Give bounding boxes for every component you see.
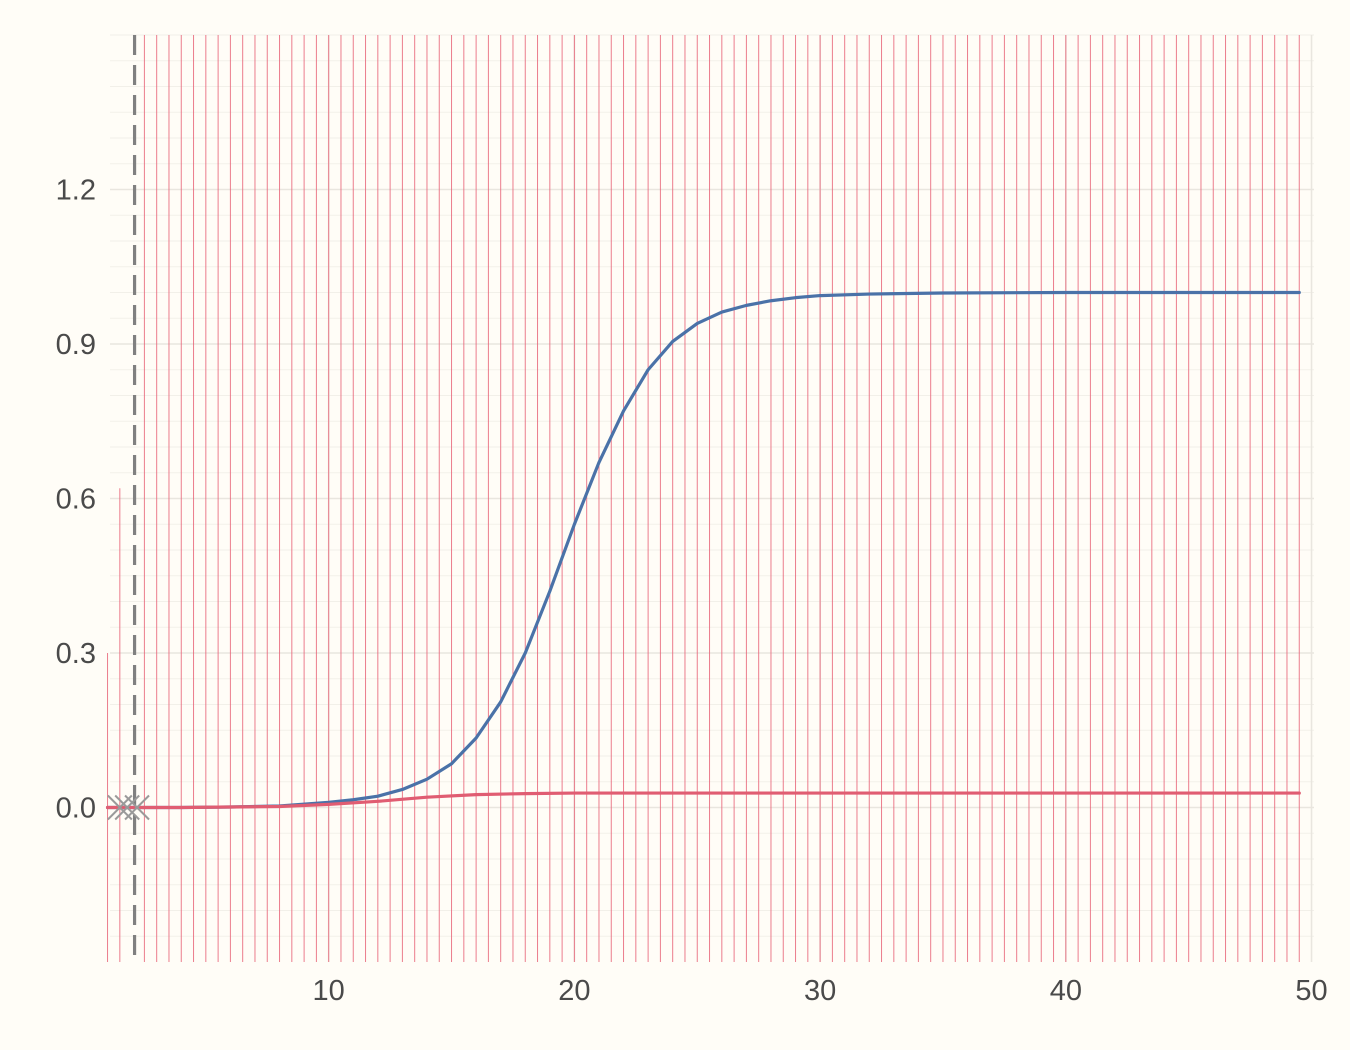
- x-tick-label: 50: [1295, 975, 1327, 1007]
- y-tick-label: 0.9: [56, 329, 96, 361]
- series-line-1: [105, 290, 1301, 810]
- grid: [110, 34, 1314, 962]
- x-marker: [114, 794, 140, 821]
- x-marker: [124, 794, 150, 821]
- x-axis-tick-labels: 10 20 30 40 50: [313, 975, 1328, 1007]
- x-tick-label: 10: [313, 975, 345, 1007]
- x-marker-stroke: [114, 794, 140, 821]
- y-axis-tick-labels: 0.0 0.3 0.6 0.9 1.2: [56, 175, 96, 825]
- rug-lines: [107, 35, 1300, 962]
- marker-group: [107, 794, 150, 821]
- y-tick-label: 0.0: [56, 793, 96, 825]
- series-group: [105, 290, 1301, 810]
- y-tick-label: 0.3: [56, 638, 96, 670]
- series-line-2: [105, 791, 1301, 810]
- x-marker-stroke: [124, 794, 150, 821]
- x-tick-label: 20: [558, 975, 590, 1007]
- x-tick-label: 30: [804, 975, 836, 1007]
- y-tick-label: 1.2: [56, 175, 96, 207]
- x-tick-label: 40: [1050, 975, 1082, 1007]
- y-tick-label: 0.6: [56, 484, 96, 516]
